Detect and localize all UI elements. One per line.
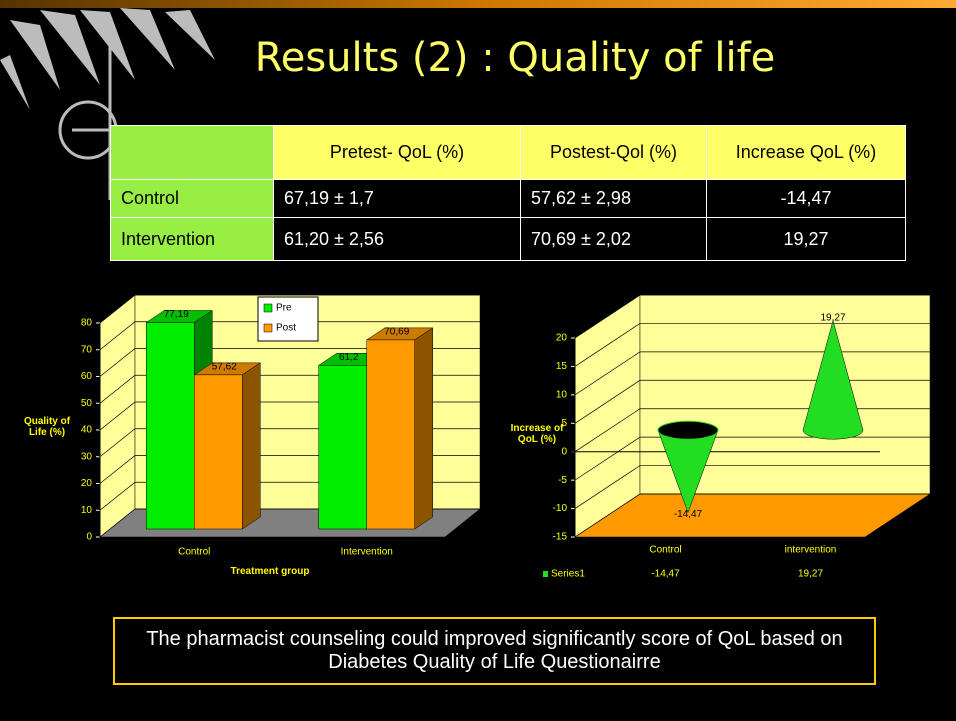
bar bbox=[367, 340, 415, 529]
y-axis-title: Quality of Life (%) bbox=[18, 416, 76, 438]
conclusion-box: The pharmacist counseling could improved… bbox=[113, 617, 876, 685]
bar bbox=[146, 323, 194, 529]
value-label: -14,47 bbox=[674, 509, 703, 520]
y-tick-label: 40 bbox=[81, 425, 93, 436]
header-cell: Increase QoL (%) bbox=[707, 126, 906, 180]
legend-label: Post bbox=[276, 323, 296, 334]
bar-side bbox=[242, 363, 260, 529]
legend-label: Series1 bbox=[551, 569, 585, 580]
x-tick-label: Intervention bbox=[341, 547, 393, 558]
header-cell: Pretest- QoL (%) bbox=[274, 126, 521, 180]
y-tick-label: -15 bbox=[553, 532, 568, 543]
bar bbox=[319, 365, 367, 529]
y-tick-label: 0 bbox=[561, 446, 567, 457]
x-tick-label: Control bbox=[649, 545, 681, 556]
table-cell: 61,20 ± 2,56 bbox=[274, 218, 521, 261]
y-tick-label: 20 bbox=[556, 333, 568, 344]
y-tick-label: 15 bbox=[556, 361, 568, 372]
value-label: 19,27 bbox=[820, 312, 845, 323]
y-tick-label: 50 bbox=[81, 398, 93, 409]
legend-swatch bbox=[264, 324, 272, 332]
table-cell: -14,47 bbox=[707, 180, 906, 218]
header-cell: Postest-Qol (%) bbox=[521, 126, 707, 180]
value-label: 77,19 bbox=[164, 309, 189, 320]
y-tick-label: 70 bbox=[81, 344, 93, 355]
y-tick-label: 10 bbox=[81, 505, 93, 516]
row-label: Intervention bbox=[111, 218, 274, 261]
header-cell bbox=[111, 126, 274, 180]
y-tick-label: 0 bbox=[86, 532, 92, 543]
value-label: 57,62 bbox=[212, 362, 237, 373]
results-table: Pretest- QoL (%)Postest-Qol (%)Increase … bbox=[110, 125, 906, 261]
y-tick-label: -10 bbox=[553, 503, 568, 514]
y-tick-label: 80 bbox=[81, 318, 93, 329]
y-tick-label: 60 bbox=[81, 371, 93, 382]
x-tick-label: intervention bbox=[785, 545, 837, 556]
legend-swatch bbox=[264, 304, 272, 312]
y-tick-label: 20 bbox=[81, 478, 93, 489]
data-table-value: 19,27 bbox=[798, 569, 823, 580]
value-label: 61,2 bbox=[339, 352, 359, 363]
data-table-value: -14,47 bbox=[651, 569, 680, 580]
bar-side bbox=[415, 328, 433, 529]
y-axis-title: Increase of QoL (%) bbox=[503, 423, 571, 445]
palm-decoration bbox=[0, 8, 215, 110]
slide: Results (2) : Quality of life 0 10 20 30 40 5… bbox=[0, 0, 956, 721]
x-tick-label: Control bbox=[178, 547, 210, 558]
y-tick-label: 30 bbox=[81, 451, 93, 462]
table-cell: 70,69 ± 2,02 bbox=[521, 218, 707, 261]
bar bbox=[194, 375, 242, 529]
x-axis-title: Treatment group bbox=[170, 566, 370, 577]
legend: Pre Post bbox=[258, 297, 318, 341]
canvas: Results (2) : Quality of life 0 10 20 30 40 5… bbox=[0, 0, 956, 721]
top-bar bbox=[0, 0, 956, 8]
row-label: Control bbox=[111, 180, 274, 218]
value-label: 70,69 bbox=[384, 327, 409, 338]
table-cell: 19,27 bbox=[707, 218, 906, 261]
y-tick-label: 10 bbox=[556, 389, 568, 400]
legend-label: Pre bbox=[276, 303, 292, 314]
table-cell: 67,19 ± 1,7 bbox=[274, 180, 521, 218]
table-cell: 57,62 ± 2,98 bbox=[521, 180, 707, 218]
slide-title: Results (2) : Quality of life bbox=[255, 35, 776, 81]
legend-swatch bbox=[543, 571, 548, 577]
cone-base bbox=[658, 421, 718, 439]
y-tick-label: -5 bbox=[558, 475, 567, 486]
